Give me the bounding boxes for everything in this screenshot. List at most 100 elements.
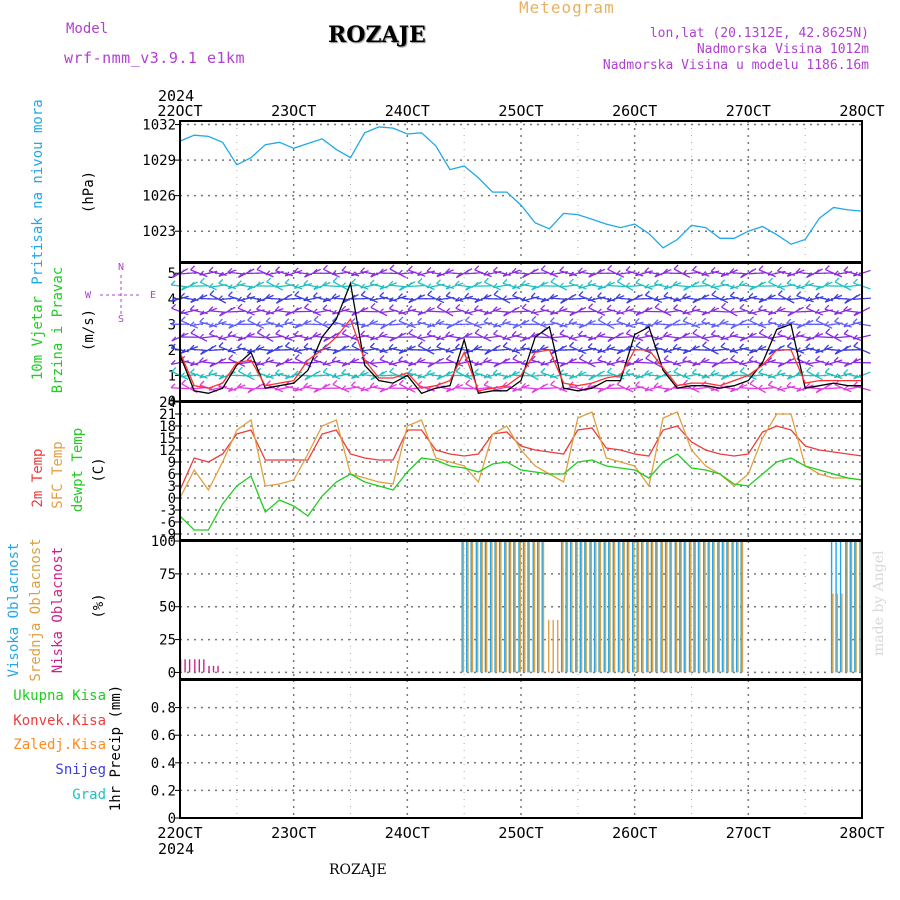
wind-barb: [275, 348, 294, 351]
wind-barb: [521, 332, 540, 342]
wind-barb: [569, 371, 587, 380]
wind-barb-flag: [511, 307, 517, 313]
wind-barb-flag: [227, 386, 233, 392]
wind-barb: [844, 293, 861, 304]
wind-barb-flag: [634, 357, 640, 363]
wind-barb-flag: [748, 269, 754, 275]
compass-n: N: [118, 262, 124, 273]
wind-barb: [758, 269, 776, 278]
wind-barb-flag: [473, 321, 479, 327]
wind-barb-flag: [293, 330, 299, 336]
wind-barb: [350, 361, 369, 364]
panel-frame-temperature: [179, 401, 863, 541]
wind-barb: [635, 307, 653, 316]
wind-barb-flag: [833, 270, 839, 276]
wind-barb: [332, 335, 351, 339]
wind-barb-flag: [312, 371, 318, 377]
wind-barb-flag: [341, 345, 346, 351]
wind-barb-flag: [853, 374, 859, 380]
wind-barb: [606, 284, 625, 288]
wind-barb-flag: [834, 317, 839, 323]
wind-barb: [626, 358, 644, 367]
wind-barb-flag: [227, 291, 233, 297]
wind-barb: [550, 308, 568, 316]
wind-barb-flag: [388, 280, 394, 286]
wind-barb-flag: [843, 282, 849, 288]
wind-barb-flag: [369, 279, 375, 285]
wind-barb: [427, 320, 445, 329]
wind-barb-flag: [303, 303, 309, 309]
wind-barb-flag: [455, 336, 461, 342]
wind-barb-flag: [663, 284, 669, 290]
wind-barb: [284, 282, 303, 290]
wind-barb-flag: [246, 348, 252, 354]
wind-barb-flag: [748, 332, 754, 338]
wind-barb-flag: [237, 303, 243, 309]
wind-barb-flag: [550, 277, 556, 283]
wind-barb-flag: [246, 269, 252, 274]
wind-barb-flag: [682, 269, 688, 275]
wind-barb-flag: [379, 291, 385, 297]
wind-barb-flag: [673, 264, 679, 270]
wind-barb: [843, 321, 862, 328]
y-label-t2m: 2m Temp: [30, 448, 46, 507]
y-tick-label-temperature: -6: [159, 515, 176, 531]
wind-barb-flag: [426, 322, 432, 328]
wind-barb-flag: [843, 305, 849, 311]
wind-barb: [758, 294, 776, 304]
wind-barb-flag: [814, 332, 820, 338]
wind-barb-flag: [445, 307, 451, 313]
wind-barb: [606, 347, 625, 352]
wind-barb-flag: [559, 362, 565, 367]
wind-barb-flag: [606, 383, 612, 389]
y-label-pressure: Pritisak na nivou mora: [30, 99, 46, 284]
wind-barb: [692, 332, 710, 342]
wind-barb-flag: [265, 293, 271, 299]
wind-barb-flag: [691, 305, 697, 311]
wind-barb-flag: [683, 379, 688, 385]
wind-barb-flag: [616, 316, 622, 322]
legend-precip-2: Zaledj.Kisa: [13, 737, 106, 753]
wind-barb: [541, 332, 558, 343]
wind-barb: [702, 345, 719, 355]
wind-barb-flag: [322, 383, 328, 389]
wind-barb-flag: [786, 278, 792, 284]
wind-barb: [208, 348, 227, 352]
wind-barb-flag: [331, 372, 337, 378]
wind-barb-flag: [199, 380, 205, 386]
wind-barb-flag: [824, 281, 830, 287]
wind-barb: [228, 384, 246, 393]
wind-barb-flag: [255, 384, 261, 390]
wind-barb-flag: [199, 317, 205, 323]
wind-barb: [729, 310, 748, 313]
wind-barb: [530, 335, 549, 339]
wind-barb-flag: [255, 281, 261, 287]
wind-barb: [559, 348, 578, 351]
wind-barb: [389, 295, 407, 303]
compass-s: S: [118, 314, 124, 325]
wind-barb: [284, 269, 303, 277]
wind-barb-flag: [531, 348, 536, 354]
wind-barb-flag: [549, 270, 555, 276]
wind-barb-flag: [416, 294, 422, 300]
wind-barb-flag: [635, 381, 640, 387]
wind-barb: [445, 347, 464, 353]
y-tick-label-pressure: 1032: [142, 118, 176, 134]
wind-barb: [720, 346, 739, 354]
wind-barb-flag: [786, 334, 792, 340]
wind-barb-flag: [558, 282, 564, 288]
wind-barb: [370, 268, 388, 278]
wind-barb: [711, 320, 729, 329]
wind-barb: [549, 297, 568, 301]
wind-barb-flag: [653, 279, 659, 285]
wind-barb: [540, 294, 559, 303]
wind-barb-flag: [833, 333, 839, 339]
wind-barb-flag: [748, 309, 754, 315]
wind-barb-flag: [284, 278, 290, 284]
footer-station: ROZAJE: [329, 862, 387, 878]
wind-barb-flag: [796, 386, 802, 392]
wind-barb-flag: [454, 280, 460, 286]
y-tick-label-wind: 1: [168, 368, 176, 384]
wind-barb-flag: [388, 383, 394, 389]
wind-barb-flag: [313, 285, 319, 290]
